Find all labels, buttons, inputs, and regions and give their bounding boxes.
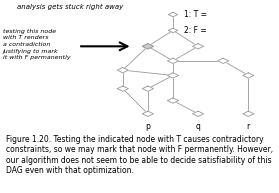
Text: testing this node
with T renders
a contradiction
justifying to mark
it with F pe: testing this node with T renders a contr… [3,29,70,60]
Text: r: r [247,122,250,131]
Text: analysis gets stuck right away: analysis gets stuck right away [17,4,123,10]
Polygon shape [117,86,128,91]
Polygon shape [142,44,153,49]
Polygon shape [142,86,153,91]
Polygon shape [167,98,179,103]
Polygon shape [243,73,254,78]
Text: 1: T =: 1: T = [184,10,207,19]
Polygon shape [193,111,204,116]
Polygon shape [218,58,229,63]
Polygon shape [168,28,178,33]
Text: Figure 1.20. Testing the indicated node with T causes contradictory constraints,: Figure 1.20. Testing the indicated node … [6,135,273,175]
Text: 2: F =: 2: F = [184,26,207,35]
Polygon shape [167,73,179,78]
Polygon shape [142,111,153,116]
Text: p: p [145,122,150,131]
Polygon shape [193,44,204,49]
Polygon shape [167,58,179,63]
Polygon shape [243,111,254,116]
Text: q: q [196,122,201,131]
Polygon shape [168,12,178,17]
Polygon shape [117,68,128,73]
